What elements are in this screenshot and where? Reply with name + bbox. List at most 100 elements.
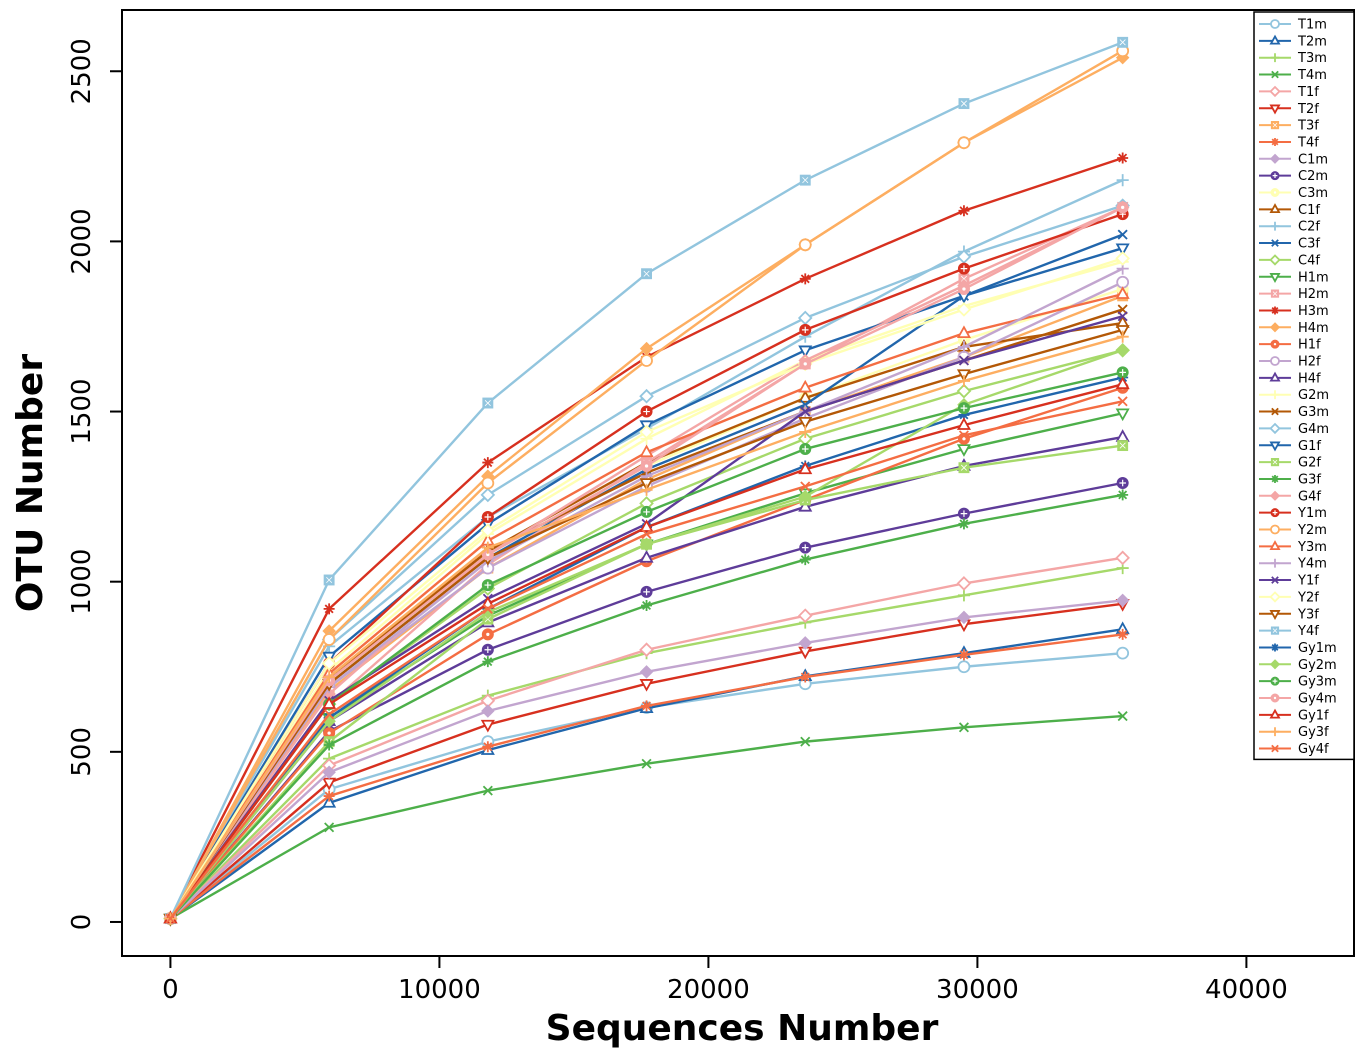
data-point-Gy3m	[957, 402, 970, 415]
series-Gy3f	[164, 330, 1129, 925]
legend-marker	[1269, 591, 1281, 603]
legend-item-H4f: H4f	[1259, 371, 1321, 386]
data-point-C2m	[957, 507, 970, 520]
data-point-Y1f	[958, 355, 969, 366]
legend-item-C4f: C4f	[1259, 253, 1320, 268]
data-point-Y2m	[481, 476, 495, 490]
legend-label: Y2m	[1297, 523, 1327, 538]
legend-label: G3f	[1298, 472, 1321, 487]
legend-label: H2m	[1298, 287, 1329, 302]
legend-item-Gy1f: Gy1f	[1259, 708, 1329, 723]
legend-label: C1f	[1298, 203, 1320, 218]
legend-label: C1m	[1298, 152, 1328, 167]
data-point-T4f	[958, 649, 970, 661]
data-point-C1m	[322, 765, 336, 780]
data-point-Gy4f	[641, 529, 652, 540]
legend-item-Y4f: Y4f	[1259, 624, 1319, 639]
legend-label: G2f	[1298, 456, 1321, 471]
legend-marker	[1269, 34, 1281, 45]
data-point-Y1m	[957, 262, 970, 275]
data-point-Gy4f	[1117, 396, 1128, 407]
axis-layer: 0 10000 20000 30000 40000 0 500 1000 1500 2000 250…	[67, 38, 1288, 1005]
data-point-Y3m	[798, 379, 813, 393]
legend-label: H1f	[1298, 338, 1321, 353]
data-point-Y4f	[323, 574, 335, 586]
data-point-G3f	[323, 739, 335, 751]
data-point-Y1f	[800, 406, 811, 417]
legend-item-G4f: G4f	[1259, 489, 1321, 504]
legend-marker	[1269, 85, 1281, 98]
legend-label: T4f	[1297, 135, 1319, 150]
data-point-Gy3f	[640, 483, 653, 496]
y-axis-title: OTU Number	[10, 354, 51, 612]
legend-marker	[1270, 19, 1280, 29]
data-point-T4m	[958, 722, 969, 733]
data-point-Gy1f	[639, 519, 654, 532]
series-line-T3m	[169, 566, 1123, 920]
series-line-T4m	[169, 714, 1123, 920]
legend-item-Y1f: Y1f	[1259, 574, 1319, 589]
legend-marker	[1269, 371, 1281, 382]
legend-item-C2m: C2m	[1259, 169, 1328, 184]
legend-marker	[1270, 188, 1280, 197]
legend-label: C4f	[1298, 253, 1320, 268]
data-point-Gy4m	[957, 283, 970, 296]
legend-label: Y4m	[1297, 557, 1327, 572]
data-point-C2m	[640, 585, 653, 598]
legend-marker	[1270, 289, 1280, 298]
data-point-Gy4m	[640, 459, 653, 472]
data-point-Gy2m	[1115, 343, 1130, 358]
legend-item-Gy3f: Gy3f	[1259, 725, 1329, 740]
legend-item-Y1m: Y1m	[1259, 506, 1327, 521]
legend-marker	[1270, 458, 1280, 467]
data-point-Gy1f	[956, 417, 971, 430]
data-point-C1m	[957, 610, 971, 625]
legend-label: G4f	[1298, 489, 1321, 504]
data-point-H3m	[323, 603, 335, 615]
legend-marker	[1270, 390, 1280, 400]
legend-marker	[1269, 273, 1281, 284]
legend-item-Gy2m: Gy2m	[1259, 658, 1337, 673]
legend-item-H2m: H2m	[1259, 287, 1329, 302]
data-point-Y1f	[1117, 311, 1128, 322]
legend-marker	[1270, 508, 1280, 518]
data-point-T4m	[482, 785, 493, 796]
legend-item-G1f: G1f	[1259, 439, 1321, 454]
data-point-Gy3f	[481, 541, 494, 554]
data-point-Gy3m	[481, 579, 494, 592]
legend-marker	[1270, 121, 1280, 130]
data-point-C3f	[1117, 229, 1128, 240]
legend-label: C3f	[1298, 237, 1320, 252]
data-point-G4m	[480, 487, 496, 503]
data-point-G2f	[1117, 440, 1129, 452]
data-point-H1m	[956, 444, 971, 457]
legend-label: C2m	[1298, 169, 1328, 184]
legend-label: T3f	[1297, 119, 1319, 134]
legend-item-T3f: T3f	[1259, 119, 1319, 134]
y-tick-label: 0	[67, 914, 97, 931]
data-point-H1m	[1115, 408, 1130, 422]
legend-item-G3f: G3f	[1259, 472, 1321, 487]
y-tick-label: 2000	[67, 208, 97, 274]
data-point-H3m	[1117, 152, 1129, 164]
legend-item-T1m: T1m	[1259, 18, 1327, 33]
data-point-Gy3m	[1116, 366, 1129, 379]
data-point-G3f	[958, 518, 970, 530]
legend-label: Y3m	[1297, 540, 1327, 555]
data-point-Gy3f	[1116, 330, 1129, 343]
x-tick-label: 20000	[667, 975, 750, 1005]
legend-item-T1f: T1f	[1259, 85, 1319, 100]
data-point-Y2f	[480, 523, 496, 538]
data-point-T4m	[800, 736, 811, 747]
data-point-Gy1f	[1115, 376, 1130, 390]
data-point-Gy1f	[322, 696, 337, 709]
data-point-Gy3f	[799, 425, 812, 439]
data-point-C1m	[481, 704, 495, 718]
legend-item-C1f: C1f	[1259, 203, 1320, 218]
legend-item-H2f: H2f	[1259, 355, 1321, 370]
data-point-Y2m	[957, 136, 971, 150]
data-point-C2f	[1116, 174, 1129, 187]
legend-item-Gy4m: Gy4m	[1259, 692, 1337, 707]
legend-marker	[1271, 407, 1279, 416]
